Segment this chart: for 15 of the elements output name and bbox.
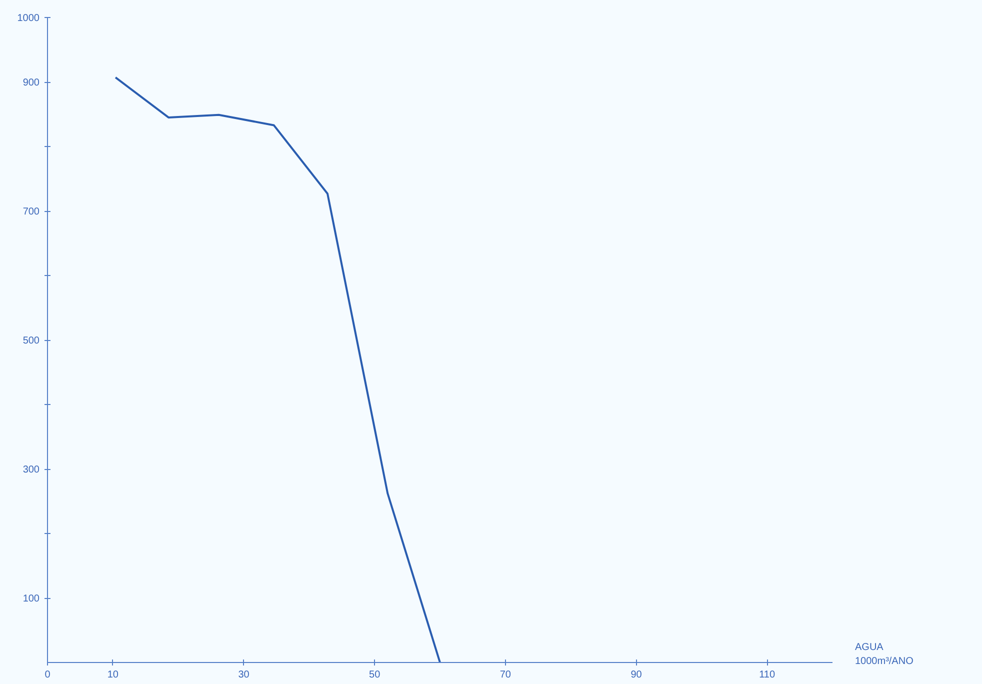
- line-series: [114, 76, 441, 662]
- x-tick-label: 10: [107, 670, 119, 680]
- y-tick-label: 700: [22, 206, 40, 218]
- y-tick-label: 300: [22, 464, 40, 476]
- x-tick-label: 50: [369, 670, 381, 680]
- x-tick-label: 70: [500, 670, 512, 680]
- x-tick-label: 110: [759, 670, 776, 680]
- x-tick-label: 90: [630, 670, 642, 680]
- y-tick-label: 100: [22, 594, 40, 604]
- y-tick-label: 500: [22, 336, 40, 346]
- y-tick-label: 900: [22, 78, 40, 88]
- x-tick-label: 30: [238, 670, 250, 680]
- y-tick-label: 1000: [17, 13, 40, 24]
- x-axis-title: AGUA 1000m³/ANO: [855, 641, 914, 669]
- x-tick-label: 0: [44, 670, 51, 680]
